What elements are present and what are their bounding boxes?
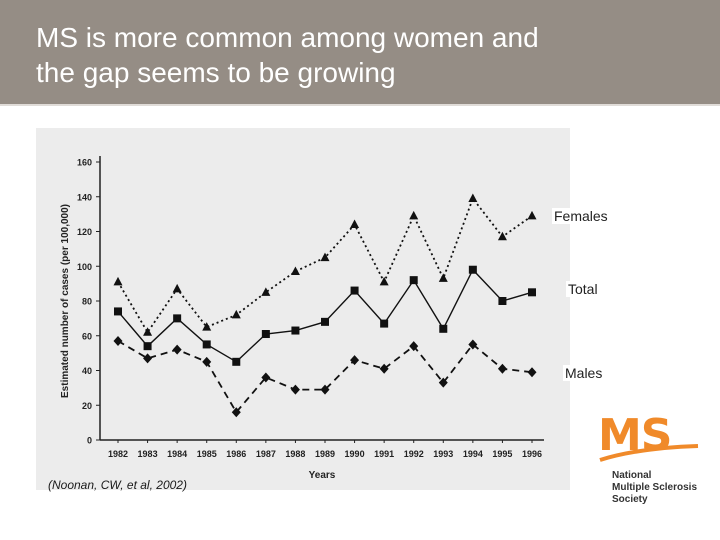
y-tick-label: 140 bbox=[77, 192, 92, 202]
data-point-total bbox=[261, 330, 270, 339]
data-point-total bbox=[528, 288, 536, 297]
series-label-females: Females bbox=[552, 208, 610, 224]
data-point-total bbox=[291, 326, 300, 335]
data-point-females bbox=[497, 231, 507, 241]
series-label-total: Total bbox=[566, 281, 600, 297]
x-tick-label: 1989 bbox=[315, 449, 335, 459]
data-point-females bbox=[261, 287, 271, 296]
logo-line-3: Society bbox=[612, 494, 648, 505]
data-point-males bbox=[261, 372, 271, 383]
data-point-males bbox=[231, 407, 241, 418]
data-point-males bbox=[350, 355, 360, 366]
data-point-males bbox=[290, 384, 300, 395]
x-tick-label: 1994 bbox=[463, 449, 483, 459]
y-tick-label: 120 bbox=[77, 227, 92, 237]
slide-header bbox=[0, 0, 720, 104]
x-tick-label: 1996 bbox=[522, 449, 542, 459]
data-point-males bbox=[172, 344, 182, 355]
data-point-females bbox=[409, 210, 419, 220]
chart-figure: 0 20 40 60 80 100 120 140 160 1982 1983 1984 1985 198… bbox=[36, 128, 570, 490]
data-point-males bbox=[379, 363, 389, 374]
data-point-females bbox=[202, 322, 212, 331]
series-line-females bbox=[117, 196, 533, 334]
x-tick-label: 1984 bbox=[167, 449, 187, 459]
x-tick-label: 1992 bbox=[404, 449, 424, 459]
data-point-males bbox=[438, 377, 448, 388]
data-point-total bbox=[409, 276, 418, 285]
data-point-males bbox=[409, 341, 419, 352]
logo-swoosh-icon bbox=[599, 444, 699, 462]
x-tick-label: 1991 bbox=[374, 449, 394, 459]
data-point-females bbox=[143, 327, 153, 336]
data-point-total bbox=[173, 314, 182, 323]
data-point-females bbox=[231, 309, 241, 319]
x-tick-label: 1987 bbox=[256, 449, 276, 459]
y-tick-label: 80 bbox=[82, 297, 92, 307]
x-axis-title: Years bbox=[309, 470, 336, 481]
data-point-males bbox=[143, 353, 153, 364]
y-tick-label: 160 bbox=[77, 158, 92, 168]
data-point-males bbox=[202, 356, 212, 367]
citation: (Noonan, CW, et al, 2002) bbox=[48, 478, 187, 492]
data-point-females bbox=[438, 273, 448, 282]
x-tick-label: 1985 bbox=[197, 449, 217, 459]
series-line-males bbox=[117, 340, 533, 414]
y-tick-label: 40 bbox=[82, 366, 92, 376]
x-tick-label: 1986 bbox=[226, 449, 246, 459]
data-point-total bbox=[114, 307, 122, 316]
data-point-males bbox=[113, 335, 123, 346]
data-point-total bbox=[350, 286, 359, 295]
x-tick-label: 1995 bbox=[492, 449, 512, 459]
x-tick-label: 1988 bbox=[285, 449, 305, 459]
logo-line-2: Multiple Sclerosis bbox=[612, 482, 698, 493]
data-point-total bbox=[439, 324, 448, 333]
x-tick-label: 1983 bbox=[138, 449, 158, 459]
data-point-males bbox=[497, 363, 507, 374]
line-chart: 0 20 40 60 80 100 120 140 160 1982 1983 1984 1985 198… bbox=[60, 156, 544, 481]
data-point-males bbox=[527, 367, 537, 378]
data-point-total bbox=[321, 317, 329, 326]
series-label-males: Males bbox=[563, 365, 605, 381]
y-tick-label: 100 bbox=[77, 262, 92, 272]
data-point-females bbox=[527, 210, 537, 220]
data-point-total bbox=[380, 319, 389, 328]
logo-line-1: National bbox=[612, 470, 652, 481]
nmss-logo: MS National Multiple Sclerosis Society bbox=[598, 414, 708, 514]
data-point-total bbox=[232, 357, 241, 366]
slide-title-line-2: the gap seems to be growing bbox=[36, 57, 396, 88]
x-tick-label: 1990 bbox=[345, 449, 365, 459]
data-point-males bbox=[468, 339, 478, 350]
data-point-males bbox=[320, 384, 330, 395]
x-tick-label: 1982 bbox=[108, 449, 128, 459]
data-point-females bbox=[350, 219, 360, 229]
slide-title-line-1: MS is more common among women and bbox=[36, 22, 539, 53]
y-tick-label: 60 bbox=[82, 331, 92, 341]
data-point-total bbox=[498, 297, 507, 305]
x-tick-label: 1993 bbox=[433, 449, 453, 459]
data-point-total bbox=[468, 265, 477, 274]
data-point-females bbox=[113, 276, 123, 286]
data-point-total bbox=[143, 342, 152, 351]
data-point-total bbox=[202, 340, 211, 349]
y-tick-label: 20 bbox=[82, 401, 92, 411]
y-tick-label: 0 bbox=[87, 436, 92, 446]
header-divider bbox=[0, 104, 720, 106]
data-point-females bbox=[468, 193, 478, 202]
slide-title: MS is more common among women and the ga… bbox=[36, 20, 676, 90]
data-point-females bbox=[290, 266, 300, 275]
data-point-females bbox=[320, 252, 330, 262]
data-point-females bbox=[379, 276, 389, 286]
logo-text: National Multiple Sclerosis Society bbox=[612, 470, 697, 506]
data-point-females bbox=[172, 283, 182, 293]
y-axis-title: Estimated number of cases (per 100,000) bbox=[60, 204, 71, 398]
